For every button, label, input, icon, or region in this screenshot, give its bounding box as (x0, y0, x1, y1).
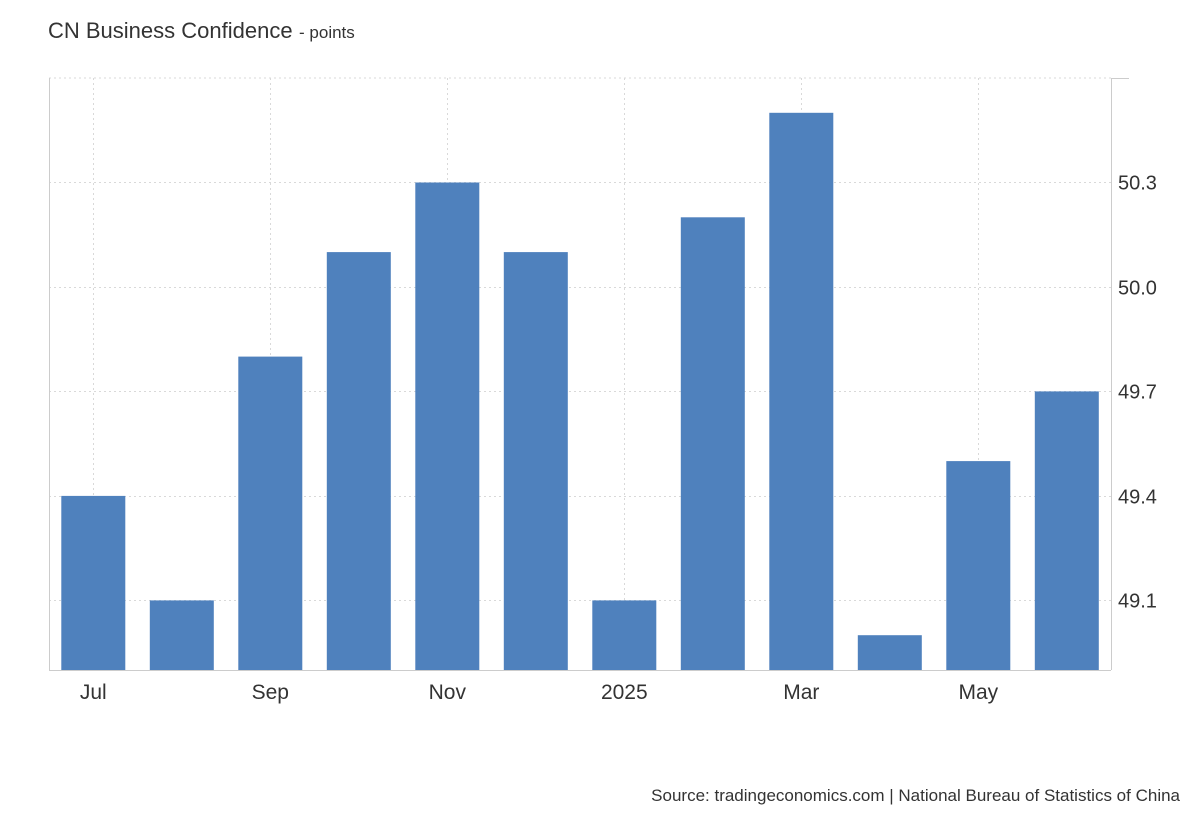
x-tick-label: Nov (429, 681, 467, 704)
bar-nov (415, 182, 480, 670)
bar-apr (857, 635, 922, 670)
x-tick-label: Jul (80, 681, 107, 704)
bar-dec (503, 252, 568, 670)
bar-oct (326, 252, 391, 670)
bar-sep (238, 356, 303, 670)
bar-chart: 49.1 49.4 49.7 50.0 50.3 Jul Sep Nov 2025 Mar May (49, 77, 1157, 704)
source-note: Source: tradingeconomics.com | National … (651, 786, 1180, 805)
x-tick-label: May (958, 681, 998, 704)
bar-jul (61, 495, 126, 670)
y-tick-label: 49.1 (1118, 591, 1157, 613)
bar-mar (769, 112, 834, 671)
bar-feb (680, 217, 745, 671)
bar-aug (149, 600, 214, 670)
x-tick-label: Sep (252, 681, 289, 704)
bar-may (946, 461, 1011, 670)
x-tick-label: 2025 (601, 681, 648, 704)
y-tick-label: 50.0 (1118, 278, 1157, 300)
bar-2025 (592, 600, 657, 670)
y-tick-label: 50.3 (1118, 173, 1157, 195)
y-tick-label: 49.4 (1118, 487, 1157, 509)
x-tick-label: Mar (783, 681, 819, 704)
chart-unit-label: - points (299, 23, 355, 42)
bar-jun (1034, 391, 1099, 670)
chart-title: CN Business Confidence (48, 18, 293, 43)
chart-title-row: CN Business Confidence - points (48, 18, 355, 44)
y-tick-label: 49.7 (1118, 382, 1157, 404)
